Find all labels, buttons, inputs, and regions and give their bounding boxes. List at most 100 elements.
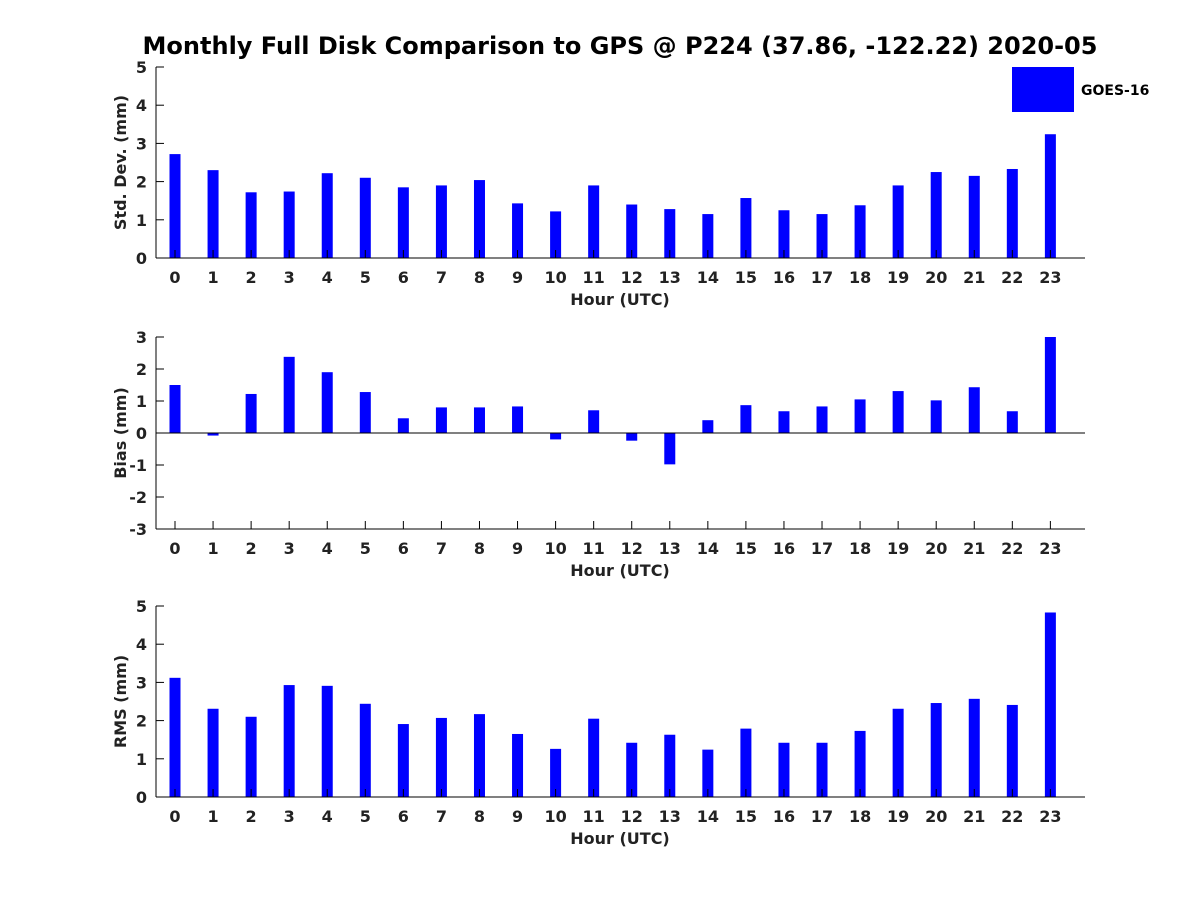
bar-hour-4: [321, 685, 333, 797]
x-tick-label: 13: [659, 268, 681, 287]
bar-hour-10: [550, 211, 562, 258]
x-tick-label: 1: [207, 539, 218, 558]
x-tick-label: 16: [773, 268, 795, 287]
bar-hour-5: [359, 392, 371, 433]
x-tick-label: 6: [398, 268, 409, 287]
x-tick-label: 3: [284, 539, 295, 558]
bar-hour-20: [930, 172, 942, 258]
x-tick-label: 22: [1001, 268, 1023, 287]
bar-hour-2: [245, 393, 257, 433]
x-tick-label: 21: [963, 539, 985, 558]
bar-hour-8: [473, 407, 485, 433]
x-tick-label: 14: [697, 807, 719, 826]
bar-hour-22: [1006, 168, 1018, 258]
x-tick-label: 16: [773, 539, 795, 558]
x-tick-label: 15: [735, 539, 757, 558]
x-tick-label: 23: [1039, 268, 1061, 287]
x-tick-label: 13: [659, 539, 681, 558]
bar-hour-9: [512, 203, 524, 258]
bar-hour-23: [1044, 134, 1056, 258]
y-axis-label: RMS (mm): [111, 655, 130, 748]
x-tick-label: 21: [963, 268, 985, 287]
x-tick-label: 17: [811, 268, 833, 287]
bar-hour-23: [1044, 612, 1056, 797]
x-tick-label: 1: [207, 268, 218, 287]
bar-hour-15: [740, 198, 752, 258]
x-tick-label: 9: [512, 268, 523, 287]
bar-hour-6: [397, 418, 409, 433]
x-tick-label: 19: [887, 807, 909, 826]
y-tick-label: -1: [129, 456, 147, 475]
bar-hour-21: [968, 698, 980, 797]
x-tick-label: 1: [207, 807, 218, 826]
bar-hour-17: [816, 214, 828, 258]
x-tick-label: 11: [583, 539, 605, 558]
bar-hour-13: [664, 209, 676, 258]
bar-hour-0: [169, 385, 181, 433]
bar-hour-19: [892, 391, 904, 433]
x-tick-label: 14: [697, 268, 719, 287]
bar-hour-10: [550, 433, 562, 440]
bar-hour-11: [588, 718, 600, 797]
x-tick-label: 4: [322, 539, 333, 558]
x-axis-label: Hour (UTC): [570, 561, 670, 580]
bar-hour-1: [207, 708, 219, 797]
x-tick-label: 12: [621, 539, 643, 558]
x-tick-label: 5: [360, 268, 371, 287]
y-tick-label: 0: [136, 249, 147, 268]
x-axis-label: Hour (UTC): [570, 290, 670, 309]
x-tick-label: 19: [887, 539, 909, 558]
y-tick-label: 2: [136, 712, 147, 731]
bar-hour-7: [435, 407, 447, 433]
y-tick-label: 1: [136, 211, 147, 230]
legend-swatch: [1012, 67, 1074, 112]
bar-hour-19: [892, 708, 904, 797]
x-tick-label: 12: [621, 268, 643, 287]
x-tick-label: 20: [925, 268, 947, 287]
y-tick-label: 5: [136, 58, 147, 77]
y-axis-label: Bias (mm): [111, 387, 130, 479]
bar-hour-21: [968, 387, 980, 433]
bar-hour-0: [169, 677, 181, 797]
bar-hour-19: [892, 185, 904, 258]
x-tick-label: 0: [169, 268, 180, 287]
x-tick-label: 11: [583, 268, 605, 287]
x-tick-label: 17: [811, 807, 833, 826]
bar-hour-0: [169, 154, 181, 258]
bar-hour-22: [1006, 704, 1018, 797]
y-tick-label: -2: [129, 488, 147, 507]
legend: GOES-16: [1012, 67, 1149, 112]
x-tick-label: 8: [474, 268, 485, 287]
x-tick-label: 3: [284, 268, 295, 287]
bar-hour-14: [702, 749, 714, 797]
bar-hour-3: [283, 356, 295, 433]
bar-hour-13: [664, 433, 676, 465]
bar-hour-14: [702, 214, 714, 258]
x-tick-label: 18: [849, 539, 871, 558]
x-tick-label: 7: [436, 539, 447, 558]
bar-hour-11: [588, 185, 600, 258]
x-tick-label: 2: [246, 807, 257, 826]
y-tick-label: 1: [136, 750, 147, 769]
y-tick-label: 3: [136, 673, 147, 692]
bar-hour-17: [816, 742, 828, 797]
bar-hour-20: [930, 400, 942, 433]
y-tick-label: 4: [136, 635, 147, 654]
y-axis-label: Std. Dev. (mm): [111, 95, 130, 230]
x-tick-label: 23: [1039, 539, 1061, 558]
bar-hour-8: [473, 180, 485, 258]
x-tick-label: 7: [436, 807, 447, 826]
bar-hour-3: [283, 191, 295, 258]
x-tick-label: 22: [1001, 539, 1023, 558]
bar-hour-12: [626, 742, 638, 797]
bar-hour-5: [359, 177, 371, 258]
legend-label: GOES-16: [1081, 83, 1149, 99]
bar-hour-9: [512, 406, 524, 433]
bar-hour-9: [512, 733, 524, 797]
bar-hour-14: [702, 420, 714, 433]
bar-hour-23: [1044, 337, 1056, 433]
